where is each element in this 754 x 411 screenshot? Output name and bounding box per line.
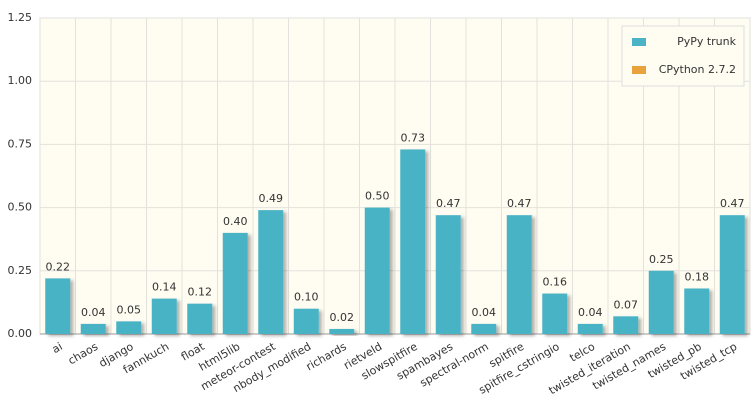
value-label: 0.47 [507, 197, 532, 210]
value-label: 0.50 [365, 190, 390, 203]
value-label: 0.04 [472, 306, 497, 319]
value-label: 0.16 [543, 276, 568, 289]
bar [187, 303, 213, 334]
y-tick-label: 1.25 [8, 11, 33, 24]
bar [506, 215, 532, 334]
value-label: 0.04 [81, 306, 106, 319]
value-label: 0.40 [223, 215, 248, 228]
bar [151, 298, 177, 334]
bar [684, 288, 710, 334]
bar [45, 278, 71, 334]
value-label: 0.18 [685, 270, 710, 283]
y-tick-label: 1.00 [8, 74, 33, 87]
value-label: 0.05 [117, 303, 142, 316]
bar [258, 210, 284, 334]
legend-swatch [632, 38, 646, 46]
bar [222, 232, 248, 334]
y-tick-label: 0.75 [8, 137, 33, 150]
legend-swatch [632, 66, 646, 74]
bar [435, 215, 461, 334]
value-label: 0.14 [152, 281, 177, 294]
legend-label: PyPy trunk [677, 35, 737, 48]
value-label: 0.47 [436, 197, 461, 210]
bar [293, 308, 319, 334]
bar [719, 215, 745, 334]
bar [364, 207, 390, 334]
value-label: 0.22 [46, 260, 71, 273]
y-tick-label: 0.25 [8, 264, 33, 277]
value-label: 0.47 [720, 197, 745, 210]
value-label: 0.73 [401, 131, 426, 144]
bar [542, 293, 568, 334]
bar [577, 323, 603, 334]
bar [329, 328, 355, 334]
bar [648, 270, 674, 334]
bar [471, 323, 497, 334]
bar [116, 321, 142, 334]
x-tick-label: chaos [66, 340, 101, 368]
y-tick-label: 0.50 [8, 201, 33, 214]
legend-label: CPython 2.7.2 [659, 63, 736, 76]
value-label: 0.04 [578, 306, 603, 319]
bar [400, 149, 426, 334]
x-tick-label: richards [304, 340, 349, 374]
value-label: 0.02 [330, 311, 355, 324]
value-label: 0.12 [188, 286, 213, 299]
value-label: 0.07 [614, 298, 639, 311]
bar [613, 316, 639, 334]
value-label: 0.25 [649, 253, 674, 266]
value-label: 0.10 [294, 291, 319, 304]
value-label: 0.49 [259, 192, 284, 205]
bar [80, 323, 106, 334]
legend-box [621, 25, 745, 87]
y-tick-label: 0.00 [8, 327, 33, 340]
x-tick-label: ai [50, 340, 65, 356]
